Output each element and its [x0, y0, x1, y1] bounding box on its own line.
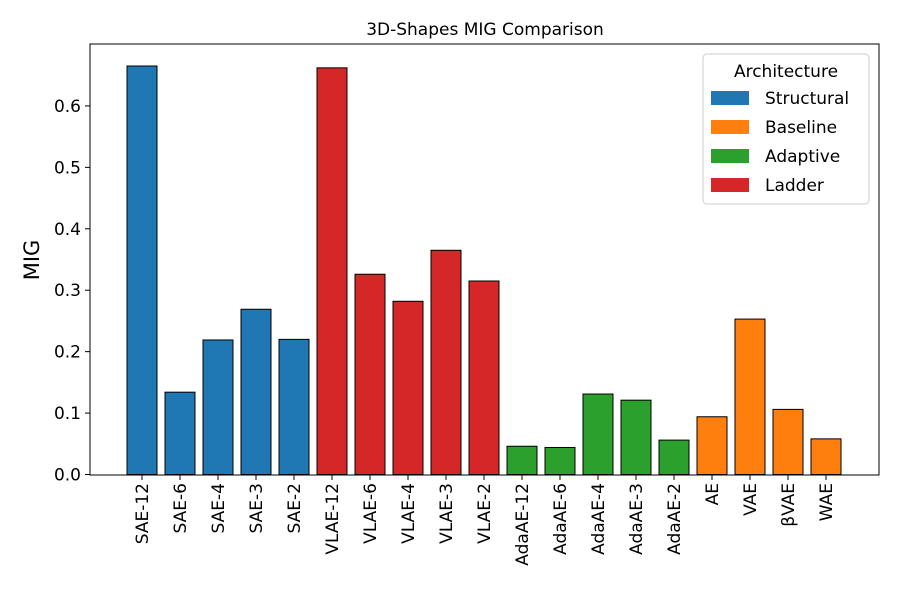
x-tick-label: VAE — [741, 483, 761, 516]
legend: Architecture Structural Baseline Adaptive L… — [702, 53, 870, 205]
x-tick-label: VLAE-3 — [437, 483, 457, 544]
y-tick-label: 0.1 — [54, 404, 81, 424]
bar-adaae-12 — [506, 445, 538, 476]
bar-vlae-3 — [430, 249, 462, 475]
bar-vae — [772, 408, 804, 475]
bar-sae-2 — [278, 338, 310, 475]
x-tick-label: βVAE — [779, 483, 799, 527]
x-tick-label: AE — [703, 483, 723, 505]
x-tick-label: AdaAE-12 — [513, 483, 533, 566]
bar-adaae-3 — [620, 399, 652, 475]
x-axis: SAE-12 SAE-6 SAE-4 SAE-3 SAE-2 VLAE-12 VLAE-6 V… — [133, 475, 837, 566]
x-tick-label: VLAE-4 — [399, 483, 419, 544]
bar-adaae-2 — [658, 439, 690, 476]
x-tick-label: SAE-3 — [247, 483, 267, 533]
bar-sae-4 — [202, 339, 234, 475]
legend-label-structural: Structural — [765, 89, 849, 109]
bar-adaae-4 — [582, 393, 614, 475]
x-tick-label: SAE-12 — [133, 483, 153, 544]
bar-vlae-2 — [468, 280, 500, 475]
bar-adaae-6 — [544, 446, 576, 476]
bar-wae — [810, 438, 842, 475]
x-tick-label: AdaAE-3 — [627, 483, 647, 555]
plot-frame — [89, 43, 880, 476]
bar-vae — [734, 318, 766, 476]
x-tick-label: SAE-2 — [285, 483, 305, 533]
bar-vlae-12 — [316, 67, 348, 475]
y-tick-label: 0.3 — [54, 281, 81, 301]
y-axis-label: MIG — [20, 240, 44, 281]
x-tick-label: AdaAE-4 — [589, 483, 609, 555]
legend-swatch-ladder — [711, 178, 749, 192]
legend-label-adaptive: Adaptive — [765, 147, 840, 167]
bar-sae-3 — [240, 308, 272, 475]
bar-sae-12 — [126, 65, 158, 475]
bar-sae-6 — [164, 391, 196, 475]
legend-label-ladder: Ladder — [765, 176, 824, 196]
legend-title: Architecture — [734, 62, 838, 82]
y-axis: 0.0 0.1 0.2 0.3 0.4 0.5 0.6 — [54, 97, 90, 486]
x-tick-label: VLAE-2 — [475, 483, 495, 544]
chart-title: 3D-Shapes MIG Comparison — [366, 20, 604, 40]
y-tick-label: 0.6 — [54, 97, 81, 117]
legend-swatch-structural — [711, 91, 749, 105]
y-tick-label: 0.4 — [54, 220, 81, 240]
legend-swatch-baseline — [711, 120, 749, 134]
y-tick-label: 0.0 — [54, 466, 81, 486]
x-tick-label: AdaAE-6 — [551, 483, 571, 555]
x-tick-label: SAE-4 — [209, 483, 229, 533]
bar-vlae-4 — [392, 300, 424, 475]
legend-swatch-adaptive — [711, 149, 749, 163]
bars — [126, 65, 842, 476]
x-tick-label: WAE — [817, 483, 837, 521]
x-tick-label: VLAE-12 — [323, 483, 343, 555]
x-tick-label: SAE-6 — [171, 483, 191, 533]
legend-label-baseline: Baseline — [765, 118, 837, 138]
y-tick-label: 0.5 — [54, 158, 81, 178]
x-tick-label: AdaAE-2 — [665, 483, 685, 555]
x-tick-label: VLAE-6 — [361, 483, 381, 544]
bar-vlae-6 — [354, 273, 386, 475]
bar-ae — [696, 416, 728, 475]
y-tick-label: 0.2 — [54, 343, 81, 363]
